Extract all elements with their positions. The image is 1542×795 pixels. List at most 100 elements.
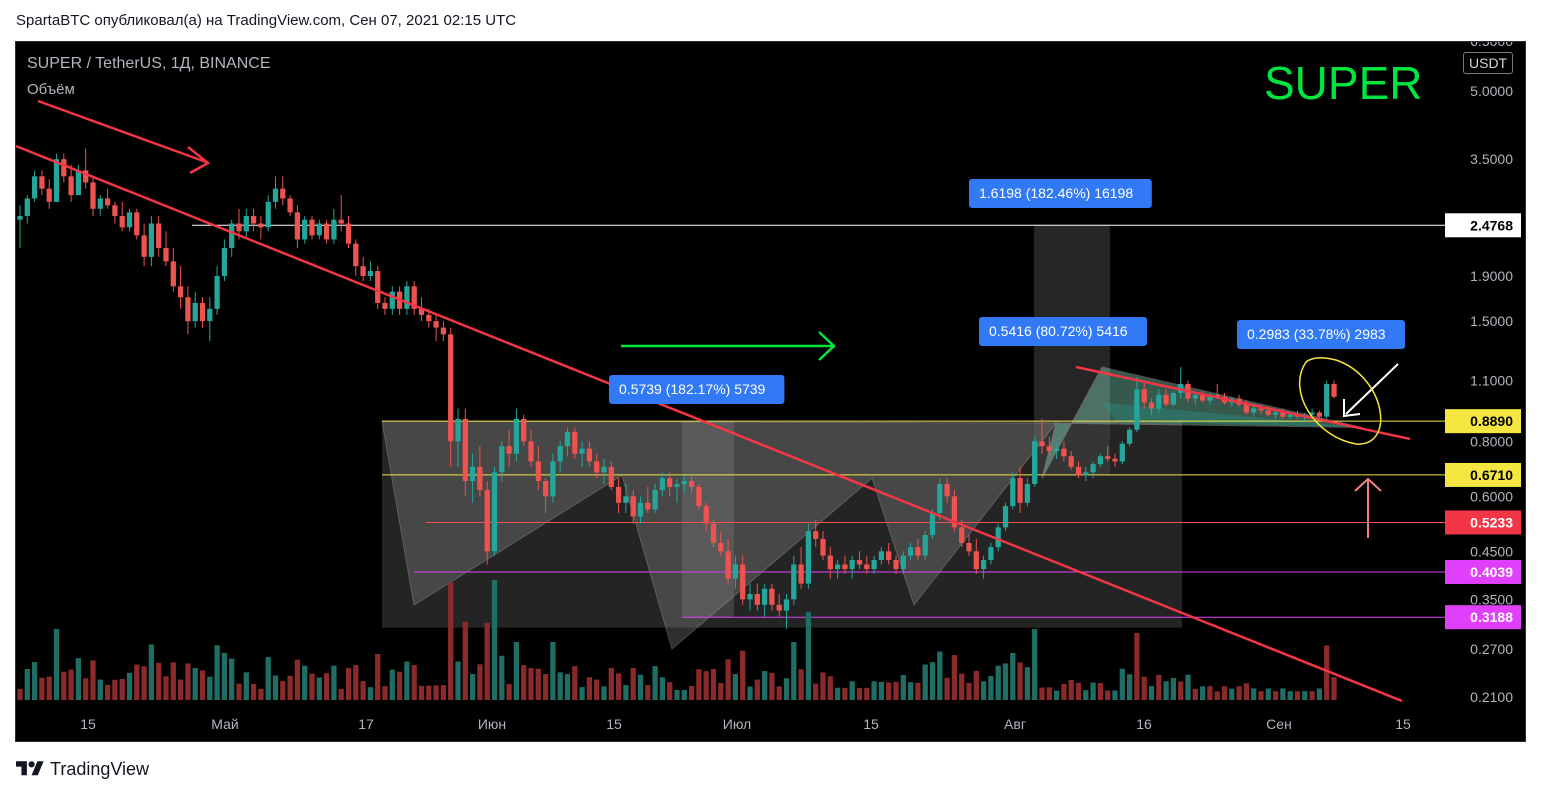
candle-body (937, 483, 943, 513)
volume-bar (813, 683, 819, 700)
candle-body (294, 212, 301, 240)
volume-bar (710, 669, 717, 700)
candle-body (747, 593, 753, 600)
drawings-layer (192, 224, 1446, 650)
volume-bar (316, 677, 322, 700)
candle-body (630, 496, 636, 517)
volume-bar (396, 671, 403, 700)
volume-bar (783, 678, 790, 700)
candle-body (272, 188, 279, 202)
volume-bar (1265, 688, 1271, 700)
y-tick-label: 1.9000 (1470, 268, 1513, 284)
candle-body (46, 188, 52, 202)
x-tick-label: Июл (723, 716, 751, 732)
volume-bar (199, 670, 206, 700)
volume-bar (966, 682, 972, 700)
volume-indicator-label[interactable]: Объём (27, 81, 75, 98)
candle-body (287, 198, 293, 213)
volume-bar (418, 685, 425, 700)
volume-bar (849, 681, 855, 700)
volume-bar (1126, 674, 1133, 700)
volume-bar (856, 687, 863, 700)
candle-body (703, 506, 709, 524)
candle-body (448, 334, 454, 442)
triangle-upper-line (1075, 365, 1411, 441)
volume-bar (97, 679, 103, 700)
candle-body (90, 182, 96, 209)
volume-bar (24, 669, 30, 700)
candle-body (1097, 456, 1104, 465)
white-arrow-head (1343, 399, 1361, 418)
volume-bar (1090, 682, 1096, 700)
volume-bar (834, 687, 841, 700)
candle-body (521, 418, 527, 442)
candle-body (951, 496, 958, 528)
volume-bar (740, 650, 746, 700)
measure-label-box (969, 179, 1152, 208)
volume-bar (1287, 691, 1293, 700)
candle-body (1156, 394, 1162, 409)
volume-bar (1207, 686, 1213, 700)
volume-bar (141, 666, 147, 700)
candle-body (31, 176, 38, 199)
candle-body (1272, 412, 1279, 415)
volume-bar (207, 676, 213, 700)
volume-bar (1221, 686, 1228, 700)
candle-body (1287, 414, 1293, 417)
volume-bar (980, 681, 987, 700)
candle-body (221, 247, 228, 276)
candle-body (805, 531, 812, 584)
chart-panel[interactable]: 1.6198 (182.46%) 16198 0.5416 (80.72%) 54… (15, 41, 1526, 742)
candle-body (426, 314, 432, 322)
candle-body (907, 547, 914, 556)
candle-body (440, 327, 447, 335)
volume-bar (375, 654, 381, 700)
volume-bar (426, 685, 432, 700)
volume-bar (550, 642, 556, 700)
y-tick-label: 6.5000 (1470, 42, 1513, 49)
candle-body (207, 308, 213, 322)
price-level-label: 0.3188 (1470, 609, 1513, 625)
candle-body (966, 542, 972, 552)
y-tick-label: 1.5000 (1470, 313, 1513, 329)
price-chart[interactable]: 1.6198 (182.46%) 16198 0.5416 (80.72%) 54… (16, 42, 1525, 741)
candle-body (1324, 383, 1330, 417)
volume-bar (1134, 632, 1140, 700)
footer-brand-name: TradingView (50, 758, 150, 779)
candle-body (1024, 483, 1031, 503)
measure-label-text: 0.5416 (80.72%) 5416 (989, 323, 1128, 339)
candle-body (645, 502, 651, 510)
volume-bar (1280, 688, 1286, 700)
candle-body (491, 472, 498, 552)
candle-body (17, 216, 23, 220)
volume-bar (433, 685, 439, 700)
candle-body (1068, 456, 1074, 467)
candle-body (944, 483, 950, 497)
candle-body (265, 201, 271, 228)
volume-bar (659, 677, 666, 700)
volume-bar (236, 683, 242, 700)
volume-bar (214, 645, 220, 700)
candle-body (1039, 441, 1045, 447)
candle-body (718, 542, 724, 552)
volume-bar (1192, 688, 1198, 700)
candle-body (820, 538, 826, 556)
candle-body (433, 321, 439, 328)
volume-bar (1258, 691, 1264, 700)
y-tick-label: 0.3500 (1470, 591, 1513, 607)
volume-bar (907, 682, 914, 700)
price-level-label-box (1445, 213, 1521, 238)
volume-bar (170, 662, 176, 700)
volume-bar (90, 660, 96, 700)
volume-bar (1251, 688, 1257, 700)
x-tick-label: 15 (1395, 716, 1411, 732)
candle-body (418, 308, 425, 315)
volume-bar (1083, 690, 1089, 700)
volume-bar (791, 642, 797, 700)
candle-body (1032, 441, 1038, 484)
candle-body (177, 286, 184, 298)
price-level-label: 2.4768 (1470, 217, 1513, 233)
candle-body (791, 564, 797, 600)
y-tick-label: 0.2700 (1470, 641, 1513, 657)
currency-unit-badge[interactable]: USDT (1463, 52, 1514, 74)
